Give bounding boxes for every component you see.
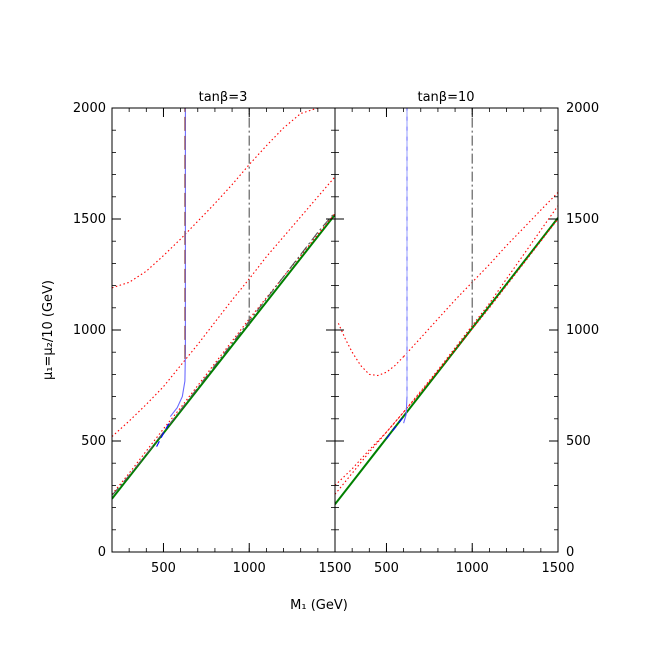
x-axis-title: M₁ (GeV) [290,598,348,613]
y-tick-label: 0 [98,545,106,560]
y-tick-label: 1000 [566,323,599,338]
series-line-dotted-1 [337,323,404,377]
y-tick-label: 0 [566,545,574,560]
panel-tanbeta-3: tanβ=3 500 1000 1500 0 500 1000 1500 2000 [73,90,352,576]
y-tick-label: 500 [81,434,106,449]
x-tick-label: 500 [374,561,399,576]
series-line-solid-5 [169,108,186,417]
series-line-dotted-2 [112,176,335,438]
series-line-dotted-1 [112,108,335,289]
y-tick-label: 2000 [73,101,106,116]
series-line-dotted-3 [335,218,558,486]
y-axis-title: μ₁=μ₂/10 (GeV) [41,280,56,380]
series-line-dotted-2 [403,192,558,357]
y-tick-label: 2000 [566,101,599,116]
series-line-dash-dot-4 [112,211,335,496]
x-tick-label: 1000 [456,561,489,576]
series-group [112,108,335,500]
series-line-dashed-6 [386,414,406,440]
plot-frame [111,107,336,553]
panel-title-tanbeta-3: tanβ=3 [199,90,248,105]
x-tick-label: 500 [151,561,176,576]
y-tick-label: 500 [566,434,591,449]
y-tick-label: 1500 [566,212,599,227]
x-tick-label: 1500 [541,561,574,576]
series-line-dashed-6 [156,420,171,447]
x-tick-label: 1500 [318,561,351,576]
plot-frame [334,107,559,553]
panel-title-tanbeta-10: tanβ=10 [417,90,474,105]
series-line-solid-0 [335,217,558,505]
x-tick-label: 1000 [233,561,266,576]
series-line-dotted-3 [112,213,335,495]
series-line-dotted-4 [335,205,558,495]
y-tick-label: 1500 [73,212,106,227]
series-line-solid-0 [112,213,335,500]
series-group [335,108,558,505]
y-tick-label: 1000 [73,323,106,338]
